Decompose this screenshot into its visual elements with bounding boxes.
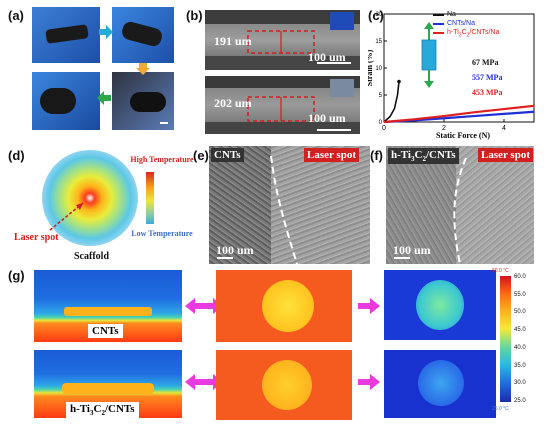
series-endpoint-na bbox=[397, 79, 401, 84]
y-tick-label: 0 bbox=[379, 120, 383, 126]
panel-label-d: (d) bbox=[8, 148, 25, 163]
thickness-top-label: 191 um bbox=[214, 34, 252, 48]
laser-spot-label: Laser spot bbox=[14, 232, 59, 243]
thickness-bottom-label: 202 um bbox=[214, 96, 252, 110]
material-label-cnts: CNTs bbox=[211, 148, 244, 162]
scale-bar-f-label: 100 um bbox=[393, 243, 431, 257]
x-tick-label: 0 bbox=[382, 125, 386, 132]
x-axis-label: Static Force (N) bbox=[436, 131, 490, 140]
modulus-cnts: 557 MPa bbox=[472, 73, 503, 82]
legend-item-h-ti3c2: h-Ti3C2/CNTs/Na bbox=[433, 28, 499, 40]
legend-item-cnts: CNTs/Na bbox=[433, 19, 499, 28]
thermal-top-h-ti3c2-heated bbox=[216, 350, 352, 420]
sem-cnts-surface bbox=[209, 146, 370, 264]
panel-label-a: (a) bbox=[8, 8, 24, 23]
panel-label-c: (c) bbox=[368, 8, 384, 23]
tensile-sample-icon bbox=[421, 22, 437, 88]
colorbar-tick: 50.0 bbox=[514, 309, 526, 316]
series-line-0 bbox=[383, 81, 400, 123]
legend-item-na: Na bbox=[433, 10, 499, 19]
colorbar-tick: 55.0 bbox=[514, 291, 526, 298]
photo-a1 bbox=[32, 7, 100, 63]
arrow-left-icon bbox=[97, 91, 111, 105]
side-label-h-ti3c2: h-Ti3C2/CNTs bbox=[66, 402, 139, 419]
material-label-h-ti3c2: h-Ti3C2/CNTs bbox=[388, 148, 459, 165]
y-tick-label: 20 bbox=[375, 12, 382, 18]
y-tick-label: 10 bbox=[375, 66, 382, 72]
colorbar-ticks: 60.0 55.0 50.0 45.0 40.0 35.0 30.0 25.0 bbox=[514, 274, 526, 404]
y-axis-label: Strain (%) bbox=[368, 49, 374, 86]
x-tick-label: 4 bbox=[502, 125, 506, 132]
modulus-annotations: 67 MPa 557 MPa 453 MPa bbox=[472, 58, 502, 103]
temperature-colorbar bbox=[500, 276, 511, 402]
colorbar-tick: 30.0 bbox=[514, 380, 526, 387]
scale-bar-bottom-label: 100 um bbox=[308, 111, 346, 125]
colorbar-max-label: 60.0 °C bbox=[492, 268, 509, 274]
colorbar-tick: 40.0 bbox=[514, 344, 526, 351]
laser-spot-tag-e: Laser spot bbox=[304, 148, 359, 162]
panel-label-g: (g) bbox=[8, 268, 25, 283]
laser-boundary-e bbox=[217, 155, 298, 264]
arrow-right-icon bbox=[99, 25, 113, 39]
thickness-markers bbox=[247, 30, 351, 131]
photo-a2 bbox=[112, 7, 174, 63]
y-tick-label: 15 bbox=[375, 39, 382, 45]
panel-label-f: (f) bbox=[370, 148, 383, 163]
thermal-top-cnts-heated bbox=[216, 270, 352, 342]
double-arrow-icon-top bbox=[185, 298, 223, 314]
photo-a4 bbox=[112, 72, 174, 130]
colorbar-tick: 45.0 bbox=[514, 327, 526, 334]
y-tick-label: 5 bbox=[379, 93, 383, 99]
colorbar-min-label: 25.0 °C bbox=[492, 406, 509, 412]
colorbar-tick: 60.0 bbox=[514, 274, 526, 280]
arrow-right-icon-pink-top bbox=[358, 298, 380, 314]
chart-legend: Na CNTs/Na h-Ti3C2/CNTs/Na bbox=[433, 10, 499, 40]
thermal-diagram bbox=[42, 150, 154, 246]
arrow-down-icon bbox=[136, 63, 150, 75]
thermal-top-h-ti3c2-cooled bbox=[384, 350, 496, 418]
strain-force-chart: 0 2 4 0 5 10 15 20 Static Force (N) Strain (%) bbox=[368, 12, 535, 140]
sem-h-ti3c2-surface bbox=[386, 146, 534, 264]
sem-cross-section-bottom bbox=[205, 76, 360, 134]
panel-label-b: (b) bbox=[186, 8, 203, 23]
series-line-2 bbox=[383, 104, 535, 124]
thermal-top-cnts-cooled bbox=[384, 270, 496, 340]
laser-spot-tag-f: Laser spot bbox=[478, 148, 533, 162]
colorbar-tick: 25.0 bbox=[514, 397, 526, 404]
high-temperature-label: High Temperature bbox=[130, 155, 194, 164]
scale-bar-top-label: 100 um bbox=[308, 50, 346, 64]
modulus-h-ti3c2: 453 MPa bbox=[472, 88, 503, 97]
colorbar-tick: 35.0 bbox=[514, 362, 526, 369]
laser-boundary-f bbox=[394, 157, 467, 264]
double-arrow-icon-bottom bbox=[185, 374, 223, 390]
low-temperature-label: Low Temperature bbox=[131, 229, 193, 238]
scaffold-label: Scaffold bbox=[74, 251, 109, 262]
sem-cross-section-top bbox=[205, 10, 360, 70]
side-label-cnts: CNTs bbox=[88, 324, 123, 338]
x-tick-label: 2 bbox=[442, 125, 446, 132]
scale-bar-e-label: 100 um bbox=[216, 243, 254, 257]
panel-label-e: (e) bbox=[193, 148, 209, 163]
photo-a3 bbox=[32, 72, 100, 130]
modulus-na: 67 MPa bbox=[472, 58, 499, 67]
arrow-right-icon-pink-bottom bbox=[358, 374, 380, 390]
